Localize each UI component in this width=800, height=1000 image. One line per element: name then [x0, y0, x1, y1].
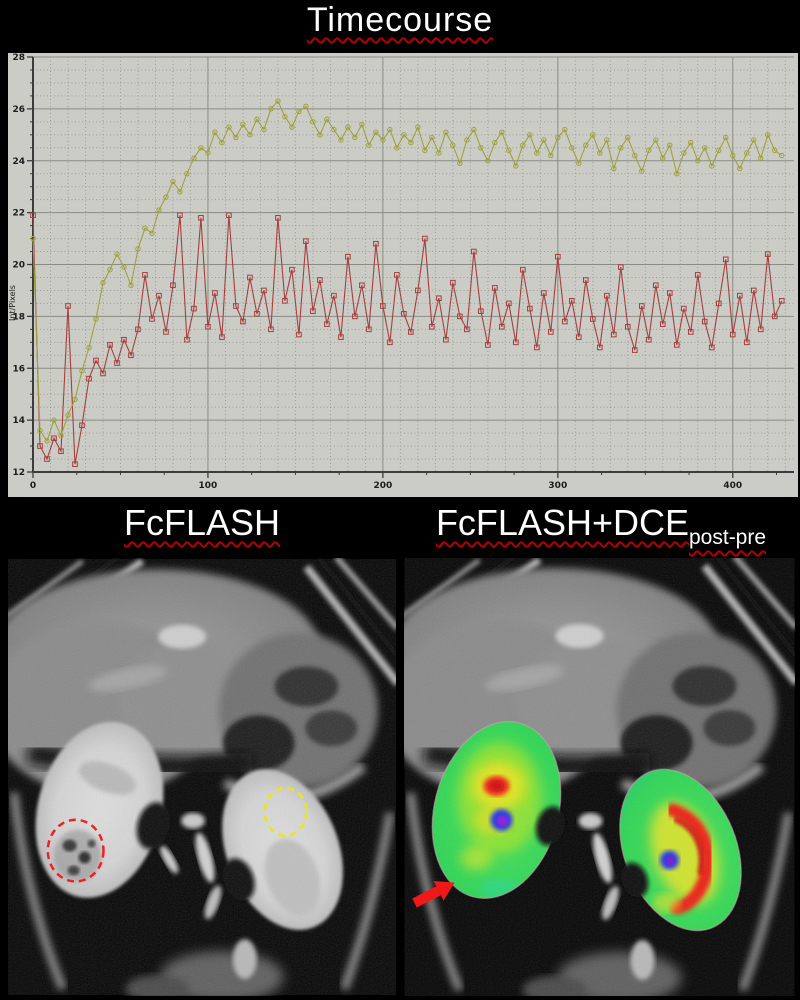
fcflash-label: FcFLASH [123, 502, 281, 543]
svg-text:0: 0 [30, 481, 36, 491]
timecourse-chart-panel: 12 14 16 18 20 22 24 26 28 0 100 200 300 400 Int/Pixel… [8, 53, 798, 497]
svg-text:12: 12 [12, 468, 25, 478]
page-title: Timecourse [0, 1, 800, 40]
page-title-text: Timecourse [306, 1, 494, 39]
svg-text:28: 28 [12, 53, 25, 63]
svg-text:100: 100 [199, 481, 218, 491]
fcflash-mri-panel [8, 558, 396, 996]
svg-text:300: 300 [548, 481, 567, 491]
mri-grain [8, 559, 396, 995]
red-arrow [412, 880, 455, 908]
svg-text:22: 22 [12, 209, 25, 219]
svg-text:20: 20 [12, 261, 25, 271]
right-panel-label: FcFLASH+DCEpost-pre [404, 502, 798, 556]
svg-text:200: 200 [373, 481, 392, 491]
fcflash-dce-panel [404, 558, 795, 996]
fcflash-dce-subscript: post-pre [689, 526, 767, 549]
svg-text:16: 16 [12, 364, 25, 374]
timecourse-chart: 12 14 16 18 20 22 24 26 28 0 100 200 300 400 Int/Pixel… [8, 53, 794, 491]
left-panel-label: FcFLASH [8, 502, 396, 556]
fcflash-dce-label: FcFLASH+DCE [435, 502, 689, 543]
svg-text:18: 18 [12, 312, 25, 322]
svg-text:400: 400 [723, 481, 742, 491]
red-dashed-roi [46, 818, 105, 883]
mri-grain [404, 558, 795, 996]
svg-text:24: 24 [12, 157, 25, 167]
svg-text:Int/Pixels: Int/Pixels [8, 285, 17, 321]
svg-text:26: 26 [12, 105, 25, 115]
fcflash-mri-image [8, 558, 396, 996]
svg-text:14: 14 [12, 416, 25, 426]
fcflash-dce-overlay-image [404, 558, 795, 996]
